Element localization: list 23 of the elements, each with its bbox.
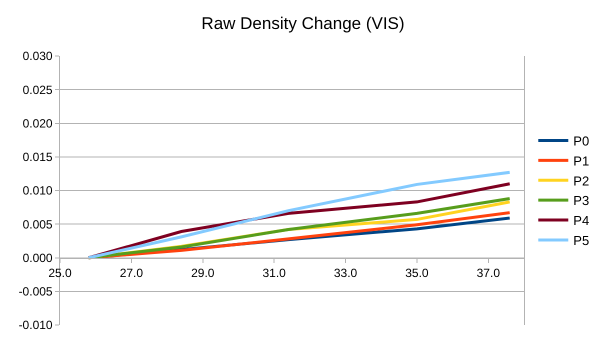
- y-tick-label: 0.030: [22, 49, 53, 64]
- legend-label: P3: [573, 193, 590, 208]
- y-tick-label: -0.010: [18, 318, 53, 332]
- y-tick-label: 0.000: [22, 250, 53, 265]
- legend-label: P4: [573, 213, 590, 228]
- y-tick-label: 0.005: [22, 217, 53, 232]
- y-tick-label: 0.015: [22, 150, 53, 164]
- legend-label: P1: [573, 153, 590, 168]
- x-tick-label: 25.0: [48, 266, 72, 280]
- x-tick-label: 27.0: [120, 266, 144, 280]
- y-tick-label: 0.020: [22, 116, 53, 130]
- legend-label: P0: [573, 134, 590, 149]
- legend-label: P5: [573, 233, 590, 248]
- legend-label: P2: [573, 173, 590, 188]
- y-tick-label: -0.005: [18, 284, 53, 299]
- y-tick-label: 0.025: [22, 82, 53, 97]
- x-tick-label: 33.0: [334, 266, 358, 280]
- x-tick-label: 37.0: [476, 266, 500, 280]
- chart-title: Raw Density Change (VIS): [201, 14, 405, 33]
- x-tick-label: 31.0: [262, 266, 286, 280]
- x-tick-label: 29.0: [191, 266, 215, 280]
- y-tick-label: 0.010: [22, 184, 53, 198]
- x-tick-label: 35.0: [405, 266, 429, 280]
